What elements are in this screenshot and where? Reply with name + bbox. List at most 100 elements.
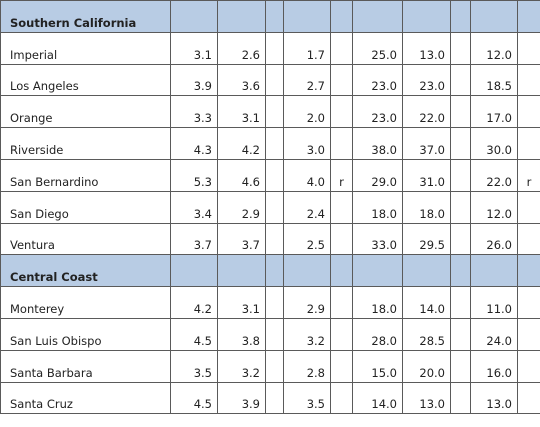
empty-cell (170, 0, 218, 33)
empty-cell (517, 286, 540, 319)
empty-cell (265, 381, 284, 415)
empty-cell (170, 254, 218, 288)
value-cell: 4.6 (217, 158, 266, 192)
region-name: San Luis Obispo (0, 317, 171, 351)
value-cell: 3.7 (170, 222, 218, 256)
empty-cell (517, 254, 540, 288)
value-cell: 3.6 (217, 63, 266, 97)
empty-cell (330, 286, 353, 319)
empty-cell (330, 127, 353, 160)
region-name: San Diego (0, 190, 171, 224)
data-row: San Bernardino 5.3 4.6 4.0 r 29.0 31.0 22.0 r (0, 158, 540, 192)
empty-cell (330, 349, 353, 383)
empty-cell (450, 31, 471, 65)
empty-cell (517, 317, 540, 351)
value-cell: 11.0 (470, 286, 518, 319)
value-cell: 31.0 (402, 158, 451, 192)
empty-cell (517, 63, 540, 97)
data-row: Los Angeles 3.9 3.6 2.7 23.0 23.0 18.5 (0, 63, 540, 97)
value-cell: 37.0 (402, 127, 451, 160)
empty-cell (330, 317, 353, 351)
empty-cell (265, 127, 284, 160)
value-cell: 23.0 (352, 63, 403, 97)
empty-cell (352, 0, 403, 33)
value-cell: 15.0 (352, 349, 403, 383)
empty-cell (265, 254, 284, 288)
value-cell: 3.0 (283, 127, 331, 160)
data-row: San Diego 3.4 2.9 2.4 18.0 18.0 12.0 (0, 190, 540, 224)
empty-cell (265, 317, 284, 351)
value-cell: 14.0 (352, 381, 403, 415)
empty-cell (517, 349, 540, 383)
value-cell: 20.0 (402, 349, 451, 383)
value-cell: 18.5 (470, 63, 518, 97)
data-row: Monterey 4.2 3.1 2.9 18.0 14.0 11.0 (0, 286, 540, 319)
empty-cell (517, 0, 540, 33)
section-header-row: Southern California (0, 0, 540, 33)
empty-cell (265, 0, 284, 33)
table-body: Southern California Imperial 3.1 2.6 1.7 25.0… (0, 0, 540, 415)
region-name: Santa Barbara (0, 349, 171, 383)
region-name: Imperial (0, 31, 171, 65)
value-cell: 2.9 (283, 286, 331, 319)
empty-cell (265, 158, 284, 192)
value-cell: 18.0 (402, 190, 451, 224)
empty-cell (330, 0, 353, 33)
empty-cell (470, 254, 518, 288)
empty-cell (283, 0, 331, 33)
value-cell: 17.0 (470, 95, 518, 129)
empty-cell (330, 190, 353, 224)
value-cell: 3.4 (170, 190, 218, 224)
value-cell: 28.5 (402, 317, 451, 351)
value-cell: 3.2 (217, 349, 266, 383)
empty-cell (450, 190, 471, 224)
empty-cell (330, 31, 353, 65)
empty-cell (450, 95, 471, 129)
empty-cell (283, 254, 331, 288)
empty-cell (265, 63, 284, 97)
data-row: Santa Cruz 4.5 3.9 3.5 14.0 13.0 13.0 (0, 381, 540, 415)
flag: r (517, 158, 540, 192)
data-row: Santa Barbara 3.5 3.2 2.8 15.0 20.0 16.0 (0, 349, 540, 383)
region-name: Monterey (0, 286, 171, 319)
value-cell: 2.4 (283, 190, 331, 224)
data-row: Orange 3.3 3.1 2.0 23.0 22.0 17.0 (0, 95, 540, 129)
empty-cell (517, 190, 540, 224)
value-cell: 2.7 (283, 63, 331, 97)
empty-cell (450, 127, 471, 160)
value-cell: 25.0 (352, 31, 403, 65)
value-cell: 13.0 (470, 381, 518, 415)
region-name: San Bernardino (0, 158, 171, 192)
value-cell: 24.0 (470, 317, 518, 351)
value-cell: 12.0 (470, 190, 518, 224)
value-cell: 2.8 (283, 349, 331, 383)
value-cell: 16.0 (470, 349, 518, 383)
value-cell: 33.0 (352, 222, 403, 256)
value-cell: 3.7 (217, 222, 266, 256)
value-cell: 18.0 (352, 190, 403, 224)
value-cell: 4.3 (170, 127, 218, 160)
data-row: Riverside 4.3 4.2 3.0 38.0 37.0 30.0 (0, 127, 540, 160)
data-table: Southern California Imperial 3.1 2.6 1.7 25.0… (0, 0, 540, 415)
value-cell: 3.1 (170, 31, 218, 65)
empty-cell (450, 349, 471, 383)
value-cell: 28.0 (352, 317, 403, 351)
value-cell: 4.5 (170, 317, 218, 351)
data-row: San Luis Obispo 4.5 3.8 3.2 28.0 28.5 24.0 (0, 317, 540, 351)
value-cell: 3.9 (217, 381, 266, 415)
empty-cell (517, 31, 540, 65)
value-cell: 1.7 (283, 31, 331, 65)
value-cell: 3.2 (283, 317, 331, 351)
empty-cell (450, 254, 471, 288)
empty-cell (330, 254, 353, 288)
value-cell: 3.3 (170, 95, 218, 129)
value-cell: 4.2 (170, 286, 218, 319)
value-cell: 3.1 (217, 95, 266, 129)
empty-cell (352, 254, 403, 288)
value-cell: 4.0 (283, 158, 331, 192)
value-cell: 4.2 (217, 127, 266, 160)
empty-cell (517, 222, 540, 256)
empty-cell (330, 63, 353, 97)
region-name: Orange (0, 95, 171, 129)
